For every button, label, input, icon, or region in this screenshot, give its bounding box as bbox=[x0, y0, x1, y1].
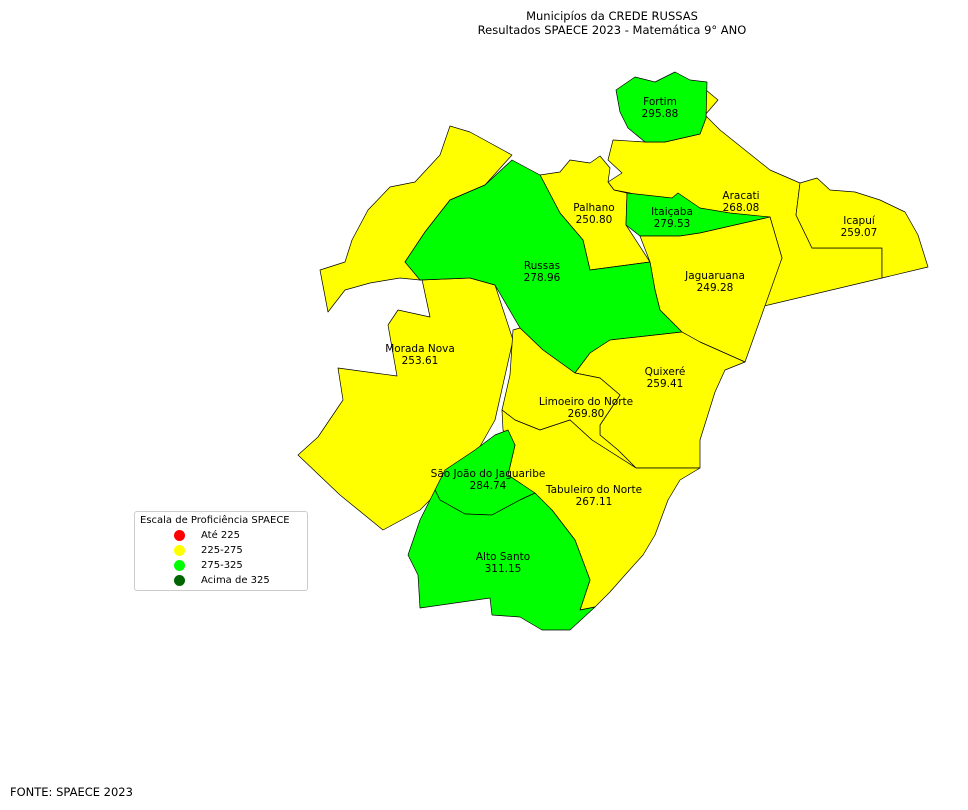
municipality-icapui[interactable] bbox=[795, 177, 929, 279]
label-quixere-name: Quixeré bbox=[645, 366, 686, 378]
legend-item: Até 225 bbox=[140, 528, 302, 543]
legend-marker-dot bbox=[174, 530, 185, 541]
label-itaicaba-score: 279.53 bbox=[654, 218, 691, 230]
title-line-1: Municipíos da CREDE RUSSAS bbox=[526, 9, 698, 23]
label-palhano-name: Palhano bbox=[573, 202, 614, 214]
label-jaguaruana-name: Jaguaruana bbox=[684, 270, 745, 282]
label-itaicaba-name: Itaiçaba bbox=[651, 206, 693, 218]
municipality-fortim[interactable] bbox=[615, 71, 708, 143]
label-alto-santo-score: 311.15 bbox=[485, 563, 522, 575]
legend-item: 275-325 bbox=[140, 558, 302, 573]
source-note: FONTE: SPAECE 2023 bbox=[10, 785, 133, 799]
label-sao-joao-score: 284.74 bbox=[470, 480, 507, 492]
legend-title: Escala de Proficiência SPAECE bbox=[140, 515, 290, 526]
legend: Escala de Proficiência SPAECE Até 225 22… bbox=[134, 511, 308, 591]
legend-marker-dot bbox=[174, 560, 185, 571]
label-russas-score: 278.96 bbox=[524, 272, 561, 284]
label-quixere-score: 259.41 bbox=[647, 378, 684, 390]
legend-marker-dot bbox=[174, 545, 185, 556]
label-icapui-name: Icapuí bbox=[843, 215, 876, 227]
legend-label: Até 225 bbox=[201, 530, 241, 541]
legend-item: Acima de 325 bbox=[140, 573, 302, 588]
label-sao-joao-name: São João do Jaguaribe bbox=[431, 468, 546, 480]
label-russas-name: Russas bbox=[524, 260, 560, 272]
label-tabuleiro-score: 267.11 bbox=[576, 496, 613, 508]
legend-item: 225-275 bbox=[140, 543, 302, 558]
municipality-alto-santo[interactable] bbox=[407, 489, 596, 631]
label-limoeiro-score: 269.80 bbox=[568, 408, 605, 420]
label-aracati-name: Aracati bbox=[722, 190, 759, 202]
label-fortim-score: 295.88 bbox=[642, 108, 679, 120]
legend-label: Acima de 325 bbox=[201, 575, 270, 586]
label-aracati-score: 268.08 bbox=[723, 202, 760, 214]
label-fortim-name: Fortim bbox=[643, 96, 677, 108]
label-morada-nova-score: 253.61 bbox=[402, 355, 439, 367]
label-alto-santo-name: Alto Santo bbox=[476, 551, 530, 563]
title-line-2: Resultados SPAECE 2023 - Matemática 9° A… bbox=[477, 23, 747, 37]
label-jaguaruana-score: 249.28 bbox=[697, 282, 734, 294]
label-morada-nova-name: Morada Nova bbox=[385, 343, 455, 355]
label-icapui-score: 259.07 bbox=[841, 227, 878, 239]
legend-label: 225-275 bbox=[201, 545, 243, 556]
legend-marker-dot bbox=[174, 575, 185, 586]
label-limoeiro-name: Limoeiro do Norte bbox=[539, 396, 633, 408]
label-tabuleiro-name: Tabuleiro do Norte bbox=[545, 484, 642, 496]
map-title: Municipíos da CREDE RUSSAS Resultados SP… bbox=[312, 9, 912, 37]
legend-label: 275-325 bbox=[201, 560, 243, 571]
label-palhano-score: 250.80 bbox=[576, 214, 613, 226]
